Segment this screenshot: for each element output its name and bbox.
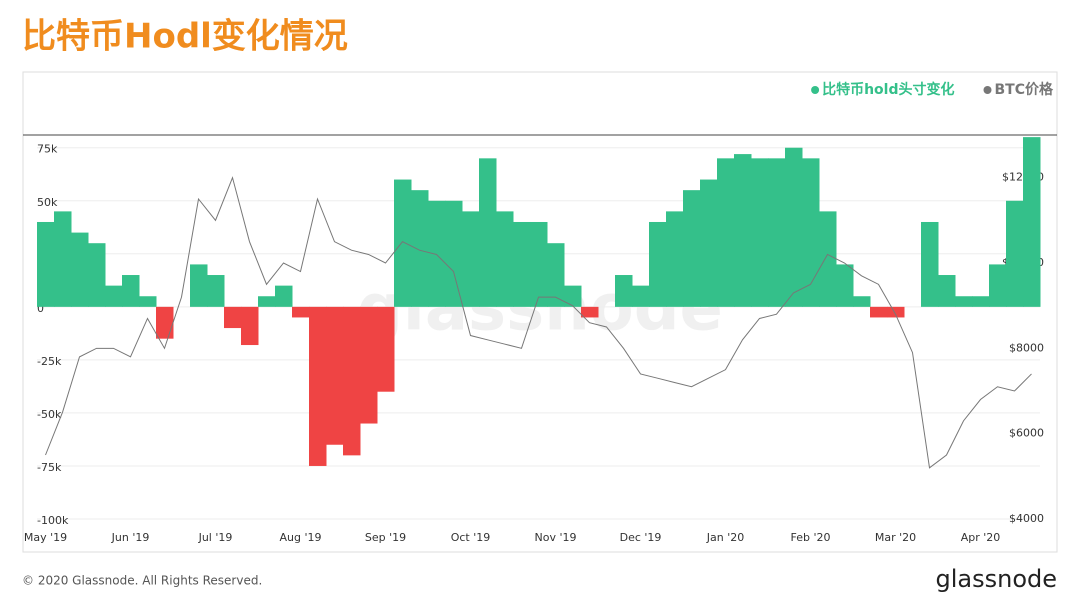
bar	[717, 158, 735, 307]
bar	[275, 285, 293, 307]
bar	[343, 306, 361, 456]
legend-dot	[811, 86, 820, 94]
legend-label: 比特币hold头寸变化	[822, 81, 954, 98]
bar	[1023, 137, 1041, 307]
bar	[479, 158, 497, 307]
bar	[37, 221, 55, 307]
bar	[921, 221, 939, 307]
bar	[258, 296, 276, 307]
bar	[156, 306, 174, 339]
bar	[887, 306, 905, 318]
bar	[54, 211, 72, 307]
y2-tick-label: $4000	[1009, 512, 1044, 525]
x-tick-label: Jun '19	[111, 531, 150, 544]
bar	[496, 211, 514, 307]
bar	[564, 285, 582, 307]
bar	[955, 296, 973, 307]
x-tick-label: Nov '19	[535, 531, 577, 544]
x-tick-label: Feb '20	[791, 531, 831, 544]
bar	[666, 211, 684, 307]
bar	[751, 158, 769, 307]
footer: © 2020 Glassnode. All Rights Reserved.	[22, 574, 262, 588]
bar	[972, 296, 990, 307]
x-tick-label: Jul '19	[198, 531, 233, 544]
bar	[105, 285, 123, 307]
chart-title: 比特币Hodl变化情况	[22, 17, 348, 57]
bar	[1006, 200, 1024, 307]
bar	[309, 306, 327, 466]
bar	[649, 221, 667, 307]
bar	[122, 275, 140, 307]
x-tick-label: Mar '20	[875, 531, 916, 544]
legend-label: BTC价格	[995, 81, 1054, 98]
x-tick-label: Sep '19	[365, 531, 406, 544]
logo: glassnode	[935, 565, 1057, 593]
y-tick-label: 0	[37, 302, 44, 315]
bar	[207, 275, 225, 307]
bar	[581, 306, 599, 318]
x-tick-label: Jan '20	[706, 531, 744, 544]
bar	[547, 243, 565, 307]
bar	[190, 264, 208, 307]
bar	[734, 154, 752, 307]
bar	[445, 200, 463, 307]
x-tick-label: Aug '19	[280, 531, 322, 544]
bar	[632, 285, 650, 307]
bar	[530, 221, 548, 307]
bar	[819, 211, 837, 307]
bar	[615, 275, 633, 307]
bar	[360, 306, 378, 424]
bar	[241, 306, 259, 346]
price-line	[45, 176, 1032, 469]
x-tick-label: Apr '20	[961, 531, 1001, 544]
chart-frame	[22, 71, 1058, 553]
bar	[853, 296, 871, 307]
bar	[836, 264, 854, 307]
bar	[88, 243, 106, 307]
y2-tick-label: $6000	[1009, 427, 1044, 440]
y2-tick-label: $8000	[1009, 341, 1044, 354]
bar	[326, 306, 344, 445]
bar	[377, 306, 395, 392]
y-tick-label: -25k	[37, 355, 62, 368]
bar	[139, 296, 157, 307]
y-tick-label: 75k	[37, 143, 58, 156]
y-tick-label: -100k	[37, 514, 69, 527]
bar	[768, 158, 786, 307]
bar	[700, 179, 718, 307]
bar	[411, 190, 429, 307]
bar	[462, 211, 480, 307]
y-tick-label: -75k	[37, 461, 62, 474]
bar	[785, 147, 803, 307]
legend-dot	[983, 86, 992, 94]
bar	[292, 306, 310, 318]
bar	[802, 158, 820, 307]
bar	[71, 232, 89, 307]
x-tick-label: Oct '19	[451, 531, 491, 544]
bar	[683, 190, 701, 307]
bar	[224, 306, 242, 329]
x-tick-label: May '19	[24, 531, 67, 544]
y-tick-label: -50k	[37, 408, 62, 421]
bar	[989, 264, 1007, 307]
bar	[938, 275, 956, 307]
x-tick-label: Dec '19	[620, 531, 662, 544]
y-tick-label: 50k	[37, 196, 58, 209]
bar	[513, 221, 531, 307]
bar	[870, 306, 888, 318]
bar	[428, 200, 446, 307]
bar	[394, 179, 412, 307]
